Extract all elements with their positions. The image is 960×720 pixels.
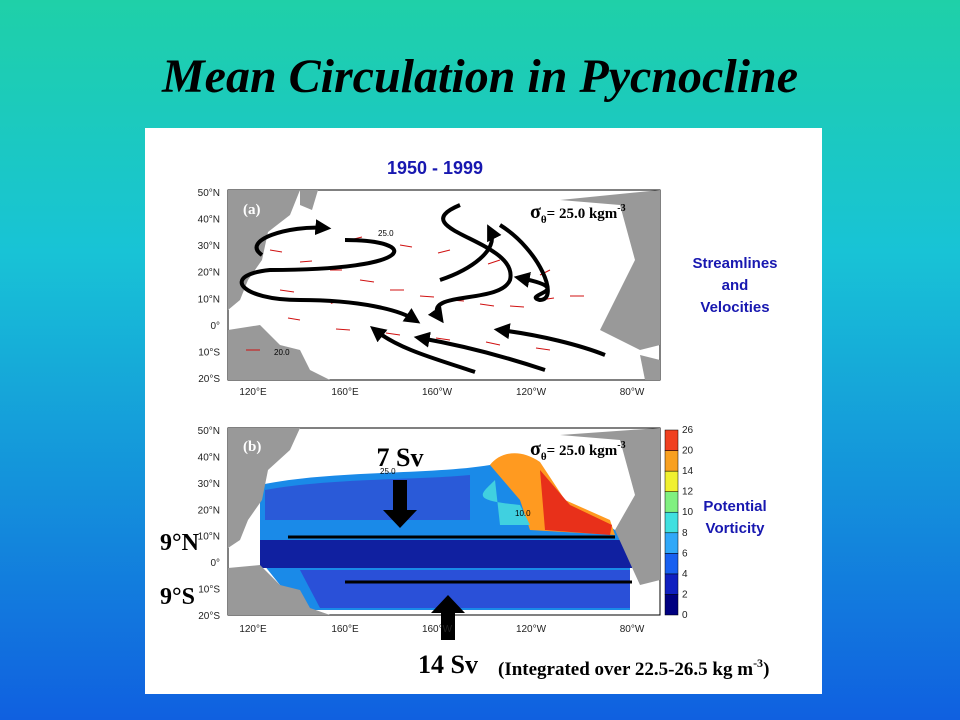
density-exponent: -3 (617, 203, 625, 214)
lat-label: 20°S (198, 374, 220, 385)
lon-label: 120°W (516, 387, 547, 398)
panel-label: (b) (243, 439, 261, 455)
colorbar-label: 14 (682, 466, 694, 477)
section-label: 9°N (160, 530, 200, 556)
legend-text: and (722, 277, 749, 294)
lat-label: 30°N (198, 479, 220, 490)
density-exponent: -3 (617, 440, 625, 451)
contour-label: 20.0 (274, 348, 290, 357)
density-text: = 25.0 kgm (547, 443, 618, 459)
section-label: 9°S (160, 584, 195, 610)
contour-label: 25.0 (378, 229, 394, 238)
colorbar-swatch (664, 532, 679, 554)
lat-label: 20°S (198, 611, 220, 622)
lon-label: 160°W (422, 387, 453, 398)
panel-b-map: 25.0 10.0 (227, 427, 661, 616)
lat-label: 10°N (198, 532, 220, 543)
transport-label: 14 Sv (418, 650, 478, 679)
legend-text: Streamlines (692, 255, 777, 272)
lat-label: 20°N (198, 268, 220, 279)
lon-label: 120°W (516, 624, 547, 635)
lon-label: 80°W (620, 624, 645, 635)
panel-label: (a) (243, 202, 261, 218)
lon-label: 80°W (620, 387, 645, 398)
transport-label: 7 Sv (377, 443, 424, 472)
lon-label: 160°E (331, 387, 359, 398)
colorbar-swatch (664, 553, 679, 575)
lat-label: 40°N (198, 215, 220, 226)
colorbar-label: 12 (682, 487, 694, 498)
colorbar-swatch (664, 429, 679, 451)
period: 1950 - 1999 (387, 158, 483, 178)
lat-label: 10°S (198, 347, 220, 358)
density-subscript: θ (541, 451, 547, 463)
colorbar-label: 8 (682, 528, 688, 539)
colorbar-swatch (664, 491, 679, 513)
legend-text: Potential (703, 498, 766, 515)
density-label: σθ= 25.0 kgm-3 (530, 201, 626, 226)
up-arrow (431, 595, 465, 640)
lat-label: 0° (210, 321, 220, 332)
lat-label: 10°S (198, 585, 220, 596)
lat-label: 10°N (198, 294, 220, 305)
colorbar-label: 2 (682, 589, 688, 600)
colorbar-label: 20 (682, 446, 694, 457)
section-lines (288, 535, 632, 584)
legend-text: Vorticity (706, 520, 766, 537)
legend-text: Velocities (700, 299, 769, 316)
colorbar: 0 2 4 6 8 10 12 14 20 26 (664, 425, 694, 621)
note-exponent: -3 (753, 656, 763, 670)
down-arrow (383, 480, 417, 528)
colorbar-swatch (664, 573, 679, 595)
contour-label: 10.0 (515, 509, 531, 518)
density-subscript: θ (541, 214, 547, 226)
contour-label: 25.0 (380, 467, 396, 476)
colorbar-swatch (664, 511, 679, 534)
lat-label: 30°N (198, 241, 220, 252)
colorbar-label: 26 (682, 425, 694, 436)
panel-a-map: 25.0 20.0 (227, 189, 661, 381)
colorbar-label: 4 (682, 569, 688, 580)
colorbar-swatch (664, 594, 679, 616)
lat-label: 0° (210, 558, 220, 569)
density-label: σθ= 25.0 kgm-3 (530, 438, 626, 463)
lon-label: 160°E (331, 624, 359, 635)
density-symbol: σ (530, 201, 541, 223)
colorbar-swatch (664, 450, 679, 472)
lat-label: 50°N (198, 426, 220, 437)
lon-label: 160°W (422, 624, 453, 635)
note-close: ) (763, 659, 769, 680)
lat-label: 20°N (198, 505, 220, 516)
colorbar-label: 10 (682, 507, 694, 518)
note-text: (Integrated over 22.5-26.5 kg m (498, 659, 753, 680)
colorbar-swatch (664, 470, 679, 492)
lon-label: 120°E (239, 624, 267, 635)
density-symbol: σ (530, 438, 541, 460)
lat-label: 50°N (198, 188, 220, 199)
density-text: = 25.0 kgm (547, 206, 618, 222)
note: (Integrated over 22.5-26.5 kg m-3) (498, 656, 769, 680)
colorbar-label: 0 (682, 610, 688, 621)
lon-label: 120°E (239, 387, 267, 398)
colorbar-label: 6 (682, 548, 688, 559)
slide-title: Mean Circulation in Pycnocline (161, 50, 798, 103)
lat-label: 40°N (198, 452, 220, 463)
